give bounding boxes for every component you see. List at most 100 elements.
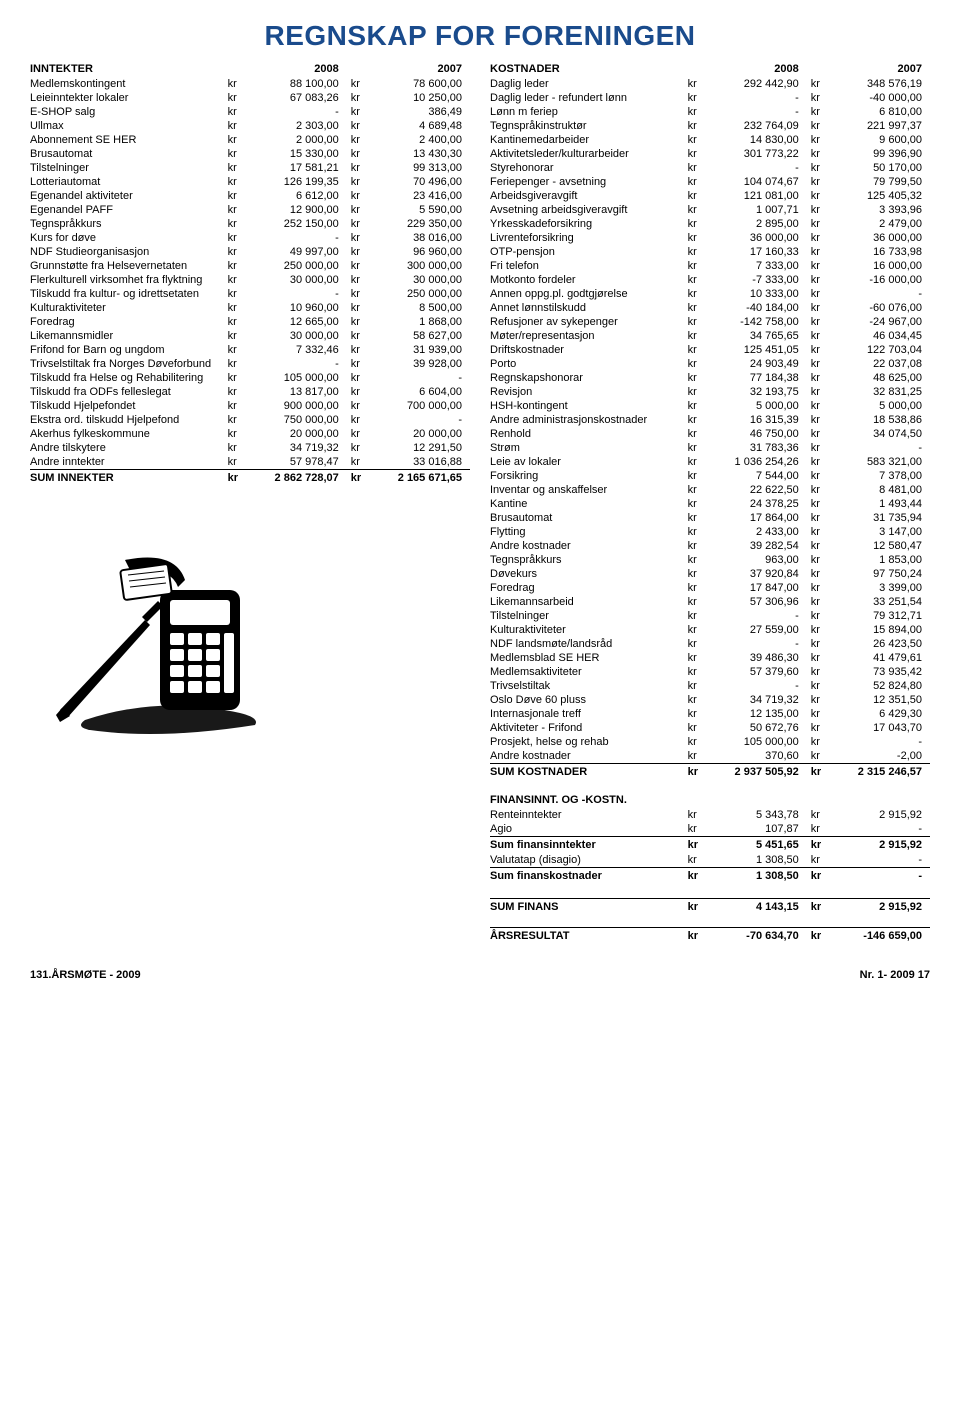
value-2008: 14 830,00 <box>706 133 807 147</box>
row-label: Akerhus fylkeskommune <box>30 427 224 441</box>
row-label: Ekstra ord. tilskudd Hjelpefond <box>30 413 224 427</box>
table-row: Døvekurs kr 37 920,84 kr 97 750,24 <box>490 567 930 581</box>
value-2007: 700 000,00 <box>369 399 470 413</box>
value-2007: 8 500,00 <box>369 301 470 315</box>
value-2007: 48 625,00 <box>829 371 930 385</box>
value-2007: 96 960,00 <box>369 245 470 259</box>
value-2007: 20 000,00 <box>369 427 470 441</box>
currency-label: kr <box>684 665 706 679</box>
value-2008: 1 308,50 <box>706 868 807 885</box>
value-2007: 1 868,00 <box>369 315 470 329</box>
value-2007: 221 997,37 <box>829 119 930 133</box>
value-2008: 5 343,78 <box>706 808 807 822</box>
currency-label: kr <box>684 77 706 91</box>
value-2007: 23 416,00 <box>369 189 470 203</box>
table-row: Andre administrasjonskostnader kr 16 315… <box>490 413 930 427</box>
currency-label: kr <box>684 553 706 567</box>
currency-label: kr <box>347 315 369 329</box>
row-label: Yrkesskadeforsikring <box>490 217 684 231</box>
value-2008: 12 900,00 <box>246 203 347 217</box>
value-2008: 27 559,00 <box>706 623 807 637</box>
currency-label: kr <box>224 133 246 147</box>
value-2007: 18 538,86 <box>829 413 930 427</box>
value-2008: - <box>706 105 807 119</box>
currency-label: kr <box>347 399 369 413</box>
currency-label: kr <box>807 539 829 553</box>
currency-label: kr <box>807 898 829 914</box>
table-row: SUM FINANS kr 4 143,15 kr 2 915,92 <box>490 898 930 914</box>
table-row: Livrenteforsikring kr 36 000,00 kr 36 00… <box>490 231 930 245</box>
currency-label: kr <box>684 119 706 133</box>
currency-label: kr <box>347 357 369 371</box>
table-row: Avsetning arbeidsgiveravgift kr 1 007,71… <box>490 203 930 217</box>
value-2007: - <box>829 735 930 749</box>
currency-label: kr <box>807 119 829 133</box>
currency-label: kr <box>684 231 706 245</box>
table-row: Renhold kr 46 750,00 kr 34 074,50 <box>490 427 930 441</box>
table-row: Tilskudd fra kultur- og idrettsetaten kr… <box>30 287 470 301</box>
currency-label: kr <box>684 105 706 119</box>
row-label: Andre administrasjonskostnader <box>490 413 684 427</box>
value-2008: 125 451,05 <box>706 343 807 357</box>
table-row: Kulturaktiviteter kr 27 559,00 kr 15 894… <box>490 623 930 637</box>
currency-label: kr <box>684 898 706 914</box>
table-row: Tilskudd fra ODFs felleslegat kr 13 817,… <box>30 385 470 399</box>
value-2008: - <box>706 609 807 623</box>
value-2008: 7 544,00 <box>706 469 807 483</box>
value-2007: 4 689,48 <box>369 119 470 133</box>
row-label: Andre kostnader <box>490 539 684 553</box>
table-header: INNTEKTER 2008 2007 <box>30 62 470 77</box>
row-label: OTP-pensjon <box>490 245 684 259</box>
currency-label: kr <box>807 609 829 623</box>
table-row: OTP-pensjon kr 17 160,33 kr 16 733,98 <box>490 245 930 259</box>
calculator-illustration <box>30 525 290 745</box>
table-row: Sum finansinntekter kr 5 451,65 kr 2 915… <box>490 837 930 854</box>
value-2008: 67 083,26 <box>246 91 347 105</box>
currency-label: kr <box>347 385 369 399</box>
value-2008: 12 135,00 <box>706 707 807 721</box>
currency-label: kr <box>807 822 829 837</box>
row-label: Medlemsaktiviteter <box>490 665 684 679</box>
row-label: NDF Studieorganisasjon <box>30 245 224 259</box>
value-2007: - <box>829 822 930 837</box>
currency-label: kr <box>347 343 369 357</box>
row-label: Tilstelninger <box>490 609 684 623</box>
table-row: Arbeidsgiveravgift kr 121 081,00 kr 125 … <box>490 189 930 203</box>
value-2008: -7 333,00 <box>706 273 807 287</box>
value-2007: 33 016,88 <box>369 455 470 470</box>
value-2008: 20 000,00 <box>246 427 347 441</box>
value-2008: -70 634,70 <box>706 928 807 944</box>
row-label: Tegnspråkkurs <box>490 553 684 567</box>
row-label: Styrehonorar <box>490 161 684 175</box>
currency-label: kr <box>684 808 706 822</box>
table-row: Daglig leder - refundert lønn kr - kr -4… <box>490 91 930 105</box>
currency-label: kr <box>807 837 829 854</box>
value-2007: 9 600,00 <box>829 133 930 147</box>
table-row: Andre inntekter kr 57 978,47 kr 33 016,8… <box>30 455 470 470</box>
value-2007: 583 321,00 <box>829 455 930 469</box>
header-label: INNTEKTER <box>30 62 224 77</box>
currency-label: kr <box>224 329 246 343</box>
currency-label: kr <box>347 119 369 133</box>
currency-label: kr <box>807 553 829 567</box>
row-label: Medlemskontingent <box>30 77 224 91</box>
value-2008: 2 937 505,92 <box>706 764 807 780</box>
row-label: Motkonto fordeler <box>490 273 684 287</box>
value-2008: - <box>706 91 807 105</box>
currency-label: kr <box>224 385 246 399</box>
value-2008: - <box>706 679 807 693</box>
row-label: Kantinemedarbeider <box>490 133 684 147</box>
currency-label: kr <box>347 273 369 287</box>
currency-label: kr <box>224 357 246 371</box>
value-2008: 252 150,00 <box>246 217 347 231</box>
currency-label: kr <box>684 637 706 651</box>
currency-label: kr <box>807 637 829 651</box>
value-2007: -24 967,00 <box>829 315 930 329</box>
value-2008: 57 306,96 <box>706 595 807 609</box>
currency-label: kr <box>807 329 829 343</box>
table-row: Leieinntekter lokaler kr 67 083,26 kr 10… <box>30 91 470 105</box>
currency-label: kr <box>807 385 829 399</box>
table-row: Andre tilskytere kr 34 719,32 kr 12 291,… <box>30 441 470 455</box>
currency-label: kr <box>807 413 829 427</box>
value-2008: - <box>246 231 347 245</box>
